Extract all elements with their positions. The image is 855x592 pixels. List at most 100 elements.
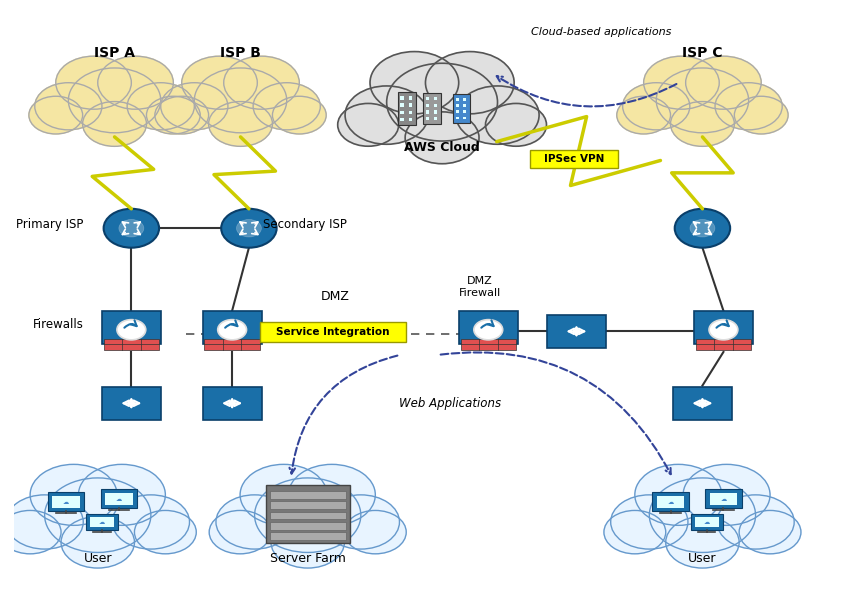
Circle shape bbox=[146, 96, 200, 134]
Bar bbox=[696, 339, 752, 350]
Bar bbox=[409, 118, 412, 121]
Circle shape bbox=[717, 495, 794, 549]
Bar bbox=[101, 490, 137, 508]
Circle shape bbox=[370, 52, 459, 114]
Bar bbox=[433, 104, 437, 107]
Text: User: User bbox=[84, 552, 112, 565]
Circle shape bbox=[119, 220, 144, 237]
Circle shape bbox=[194, 68, 286, 133]
Circle shape bbox=[715, 83, 782, 130]
Bar bbox=[463, 110, 466, 113]
Text: Server Farm: Server Farm bbox=[270, 552, 345, 565]
Circle shape bbox=[683, 464, 770, 525]
Bar bbox=[433, 97, 437, 100]
Bar bbox=[90, 517, 114, 527]
Circle shape bbox=[29, 96, 83, 134]
Bar bbox=[456, 104, 458, 107]
Bar bbox=[409, 96, 412, 99]
FancyBboxPatch shape bbox=[547, 314, 606, 348]
Text: DMZ
Firewall: DMZ Firewall bbox=[459, 276, 501, 298]
Text: ☁: ☁ bbox=[720, 497, 727, 502]
Circle shape bbox=[134, 510, 197, 554]
Bar bbox=[105, 493, 133, 505]
Circle shape bbox=[127, 83, 194, 130]
Bar bbox=[266, 484, 350, 543]
Bar bbox=[204, 339, 260, 350]
Bar bbox=[691, 514, 722, 530]
Bar bbox=[103, 339, 159, 350]
Circle shape bbox=[456, 86, 540, 144]
Text: Service Integration: Service Integration bbox=[276, 327, 390, 337]
Circle shape bbox=[690, 220, 715, 237]
Circle shape bbox=[83, 102, 146, 146]
Circle shape bbox=[644, 56, 719, 109]
Circle shape bbox=[216, 495, 293, 549]
Circle shape bbox=[634, 464, 722, 525]
FancyBboxPatch shape bbox=[694, 311, 753, 345]
Circle shape bbox=[657, 68, 749, 133]
Circle shape bbox=[273, 96, 327, 134]
Circle shape bbox=[0, 510, 61, 554]
Circle shape bbox=[253, 83, 321, 130]
Bar bbox=[400, 96, 404, 99]
Text: ☁: ☁ bbox=[704, 520, 710, 525]
Bar bbox=[426, 97, 429, 100]
Bar bbox=[456, 117, 458, 120]
Bar bbox=[270, 491, 345, 498]
Circle shape bbox=[604, 510, 666, 554]
Bar bbox=[456, 98, 458, 101]
Circle shape bbox=[97, 56, 174, 109]
Circle shape bbox=[61, 517, 134, 568]
Bar bbox=[270, 532, 345, 540]
Bar bbox=[453, 95, 469, 123]
Circle shape bbox=[30, 464, 117, 525]
Circle shape bbox=[734, 96, 788, 134]
FancyBboxPatch shape bbox=[260, 322, 406, 342]
Circle shape bbox=[345, 86, 428, 144]
Bar bbox=[400, 104, 404, 107]
Bar bbox=[86, 514, 118, 530]
Bar bbox=[409, 104, 412, 107]
Bar bbox=[461, 339, 516, 350]
FancyBboxPatch shape bbox=[203, 387, 262, 420]
FancyBboxPatch shape bbox=[459, 311, 517, 345]
Text: IPSec VPN: IPSec VPN bbox=[544, 155, 604, 165]
Circle shape bbox=[426, 52, 514, 114]
Circle shape bbox=[739, 510, 801, 554]
Bar bbox=[433, 111, 437, 114]
Circle shape bbox=[155, 96, 209, 134]
Circle shape bbox=[221, 209, 277, 247]
Bar bbox=[270, 511, 345, 519]
Circle shape bbox=[622, 83, 690, 130]
Bar bbox=[463, 104, 466, 107]
Circle shape bbox=[103, 209, 159, 247]
Bar bbox=[270, 501, 345, 509]
Bar bbox=[400, 111, 404, 114]
Circle shape bbox=[68, 68, 161, 133]
Bar bbox=[409, 111, 412, 114]
Circle shape bbox=[240, 464, 327, 525]
Circle shape bbox=[675, 209, 730, 247]
Text: Web Applications: Web Applications bbox=[399, 397, 502, 410]
Bar bbox=[426, 111, 429, 114]
Text: Firewalls: Firewalls bbox=[32, 318, 84, 331]
Bar bbox=[422, 94, 441, 124]
Text: DMZ: DMZ bbox=[321, 289, 350, 303]
Circle shape bbox=[182, 56, 257, 109]
Circle shape bbox=[35, 83, 102, 130]
Circle shape bbox=[709, 320, 738, 340]
Circle shape bbox=[345, 510, 406, 554]
Bar bbox=[433, 117, 437, 120]
Text: ☁: ☁ bbox=[115, 497, 122, 502]
FancyBboxPatch shape bbox=[102, 387, 161, 420]
Circle shape bbox=[474, 320, 503, 340]
Bar bbox=[463, 117, 466, 120]
Circle shape bbox=[271, 517, 345, 568]
Circle shape bbox=[112, 495, 190, 549]
Circle shape bbox=[322, 495, 399, 549]
Text: ☁: ☁ bbox=[668, 500, 674, 505]
Circle shape bbox=[224, 56, 299, 109]
Text: Cloud-based applications: Cloud-based applications bbox=[532, 27, 672, 37]
Circle shape bbox=[486, 104, 546, 146]
Text: Primary ISP: Primary ISP bbox=[16, 218, 84, 231]
